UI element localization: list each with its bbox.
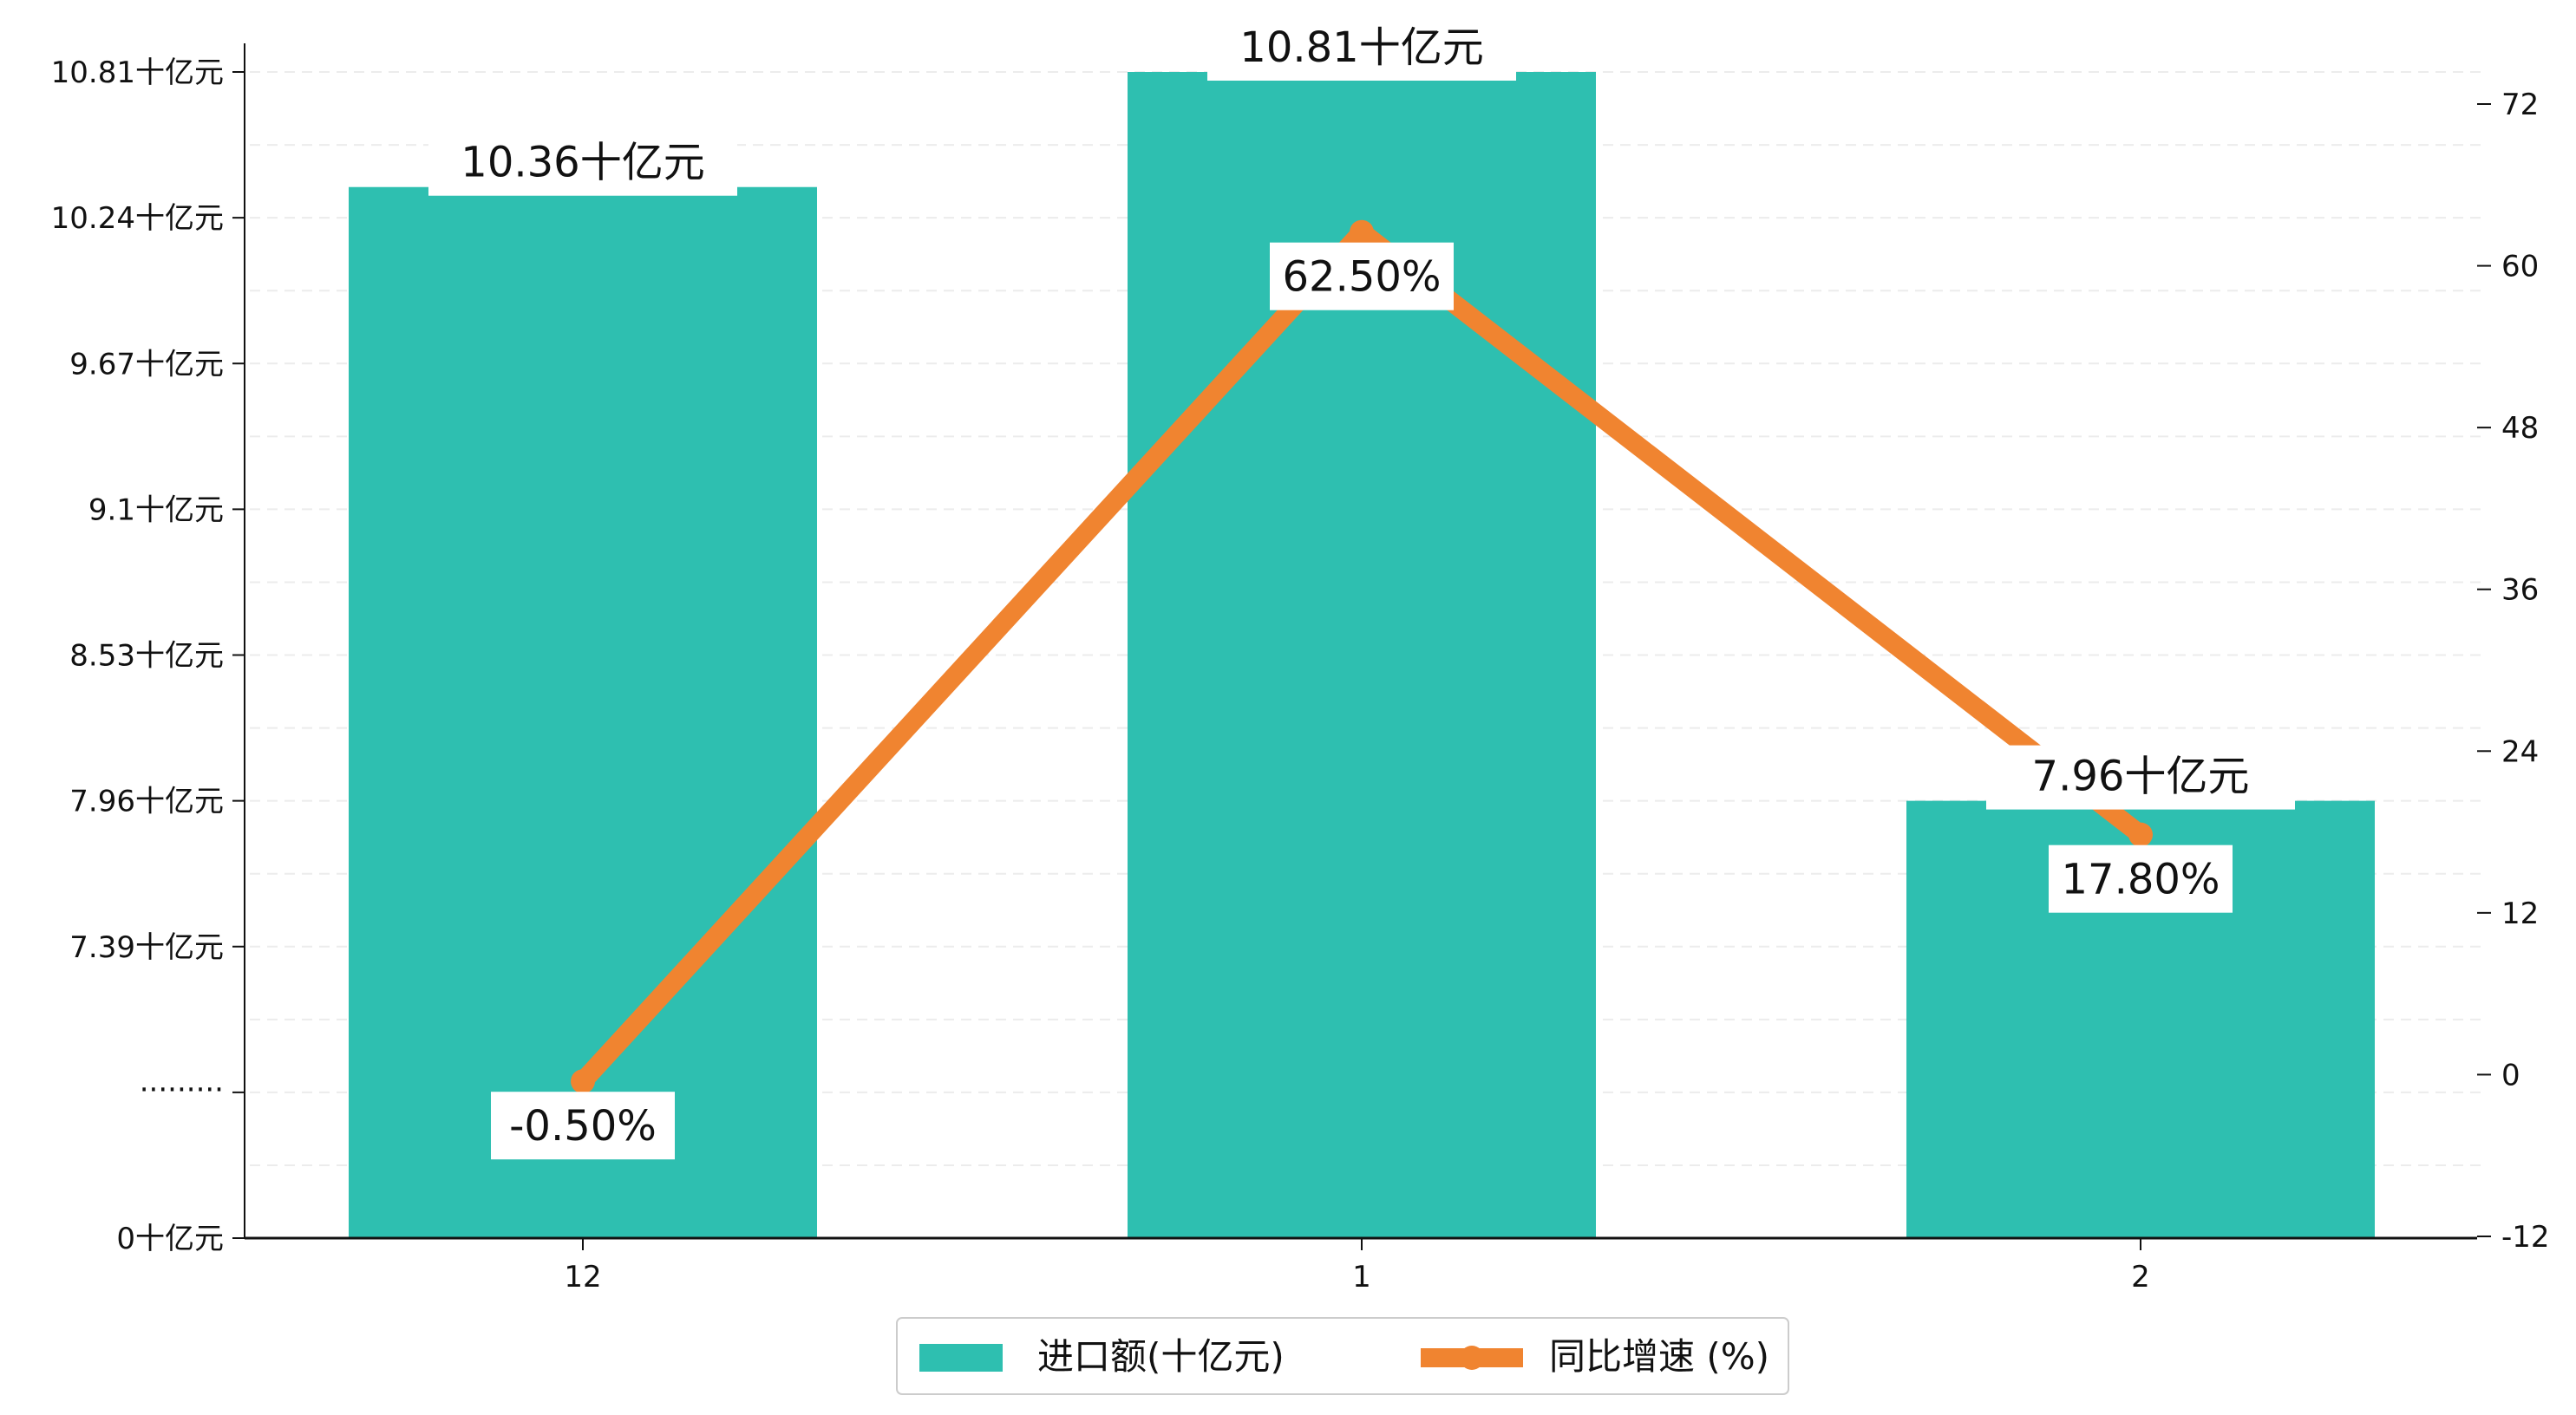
growth-marker [2128, 822, 2153, 847]
axis-break-label: ········· [140, 1073, 224, 1107]
left-tick-label: 0十亿元 [116, 1222, 224, 1256]
x-tick-label: 1 [1352, 1260, 1371, 1294]
left-tick-label: 9.67十亿元 [69, 347, 224, 381]
legend-box [896, 1317, 1789, 1395]
line-label-box [491, 1092, 675, 1160]
line-value-label: 17.80% [2061, 856, 2220, 904]
left-tick-label: 10.24十亿元 [51, 201, 224, 236]
right-tick-label: 12 [2501, 897, 2539, 931]
right-tick-label: 24 [2501, 734, 2539, 769]
line-label-box [1270, 242, 1454, 310]
legend-swatch-bar [919, 1344, 1003, 1372]
legend-label-bar: 进口额(十亿元) [1037, 1335, 1285, 1378]
right-tick-label: 48 [2501, 411, 2539, 446]
legend: 进口额(十亿元) 同比增速 (%) [896, 1317, 1789, 1395]
left-tick-label: 10.81十亿元 [51, 55, 224, 90]
x-tick-label: 2 [2131, 1260, 2150, 1294]
legend-label-line: 同比增速 (%) [1549, 1335, 1769, 1378]
line-label-box [2049, 844, 2233, 913]
right-tick-label: 0 [2501, 1058, 2520, 1092]
right-tick-label: 60 [2501, 250, 2539, 284]
growth-marker [571, 1069, 595, 1094]
left-tick-label: 7.39十亿元 [69, 930, 224, 965]
bar-label-box [1207, 16, 1516, 81]
line-value-label: 62.50% [1282, 253, 1441, 302]
bar-value-label: 10.81十亿元 [1239, 23, 1483, 72]
bar-value-label: 10.36十亿元 [461, 139, 704, 187]
left-tick-label: 9.1十亿元 [88, 492, 224, 527]
bar-value-label: 7.96十亿元 [2032, 753, 2250, 801]
right-tick-label: -12 [2501, 1220, 2550, 1255]
bar-label-box [1986, 745, 2295, 810]
line-series [571, 219, 2153, 1094]
data-labels: 10.36十亿元 10.81十亿元 7.96十亿元 -0.50% 62.50% 17.80… [428, 16, 2295, 1160]
left-tick-label: 7.96十亿元 [69, 785, 224, 819]
bar [349, 186, 817, 1239]
right-tick-label: 36 [2501, 573, 2539, 608]
bar-label-box [428, 131, 737, 196]
growth-marker [1350, 219, 1374, 245]
line-value-label: -0.50% [509, 1102, 657, 1151]
legend-swatch-marker [1460, 1346, 1484, 1370]
right-tick-label: 72 [2501, 88, 2539, 122]
axes: 0十亿元7.39十亿元7.96十亿元8.53十亿元9.1十亿元9.67十亿元10… [51, 43, 2550, 1294]
left-tick-label: 8.53十亿元 [69, 639, 224, 674]
x-tick-label: 12 [564, 1260, 601, 1294]
